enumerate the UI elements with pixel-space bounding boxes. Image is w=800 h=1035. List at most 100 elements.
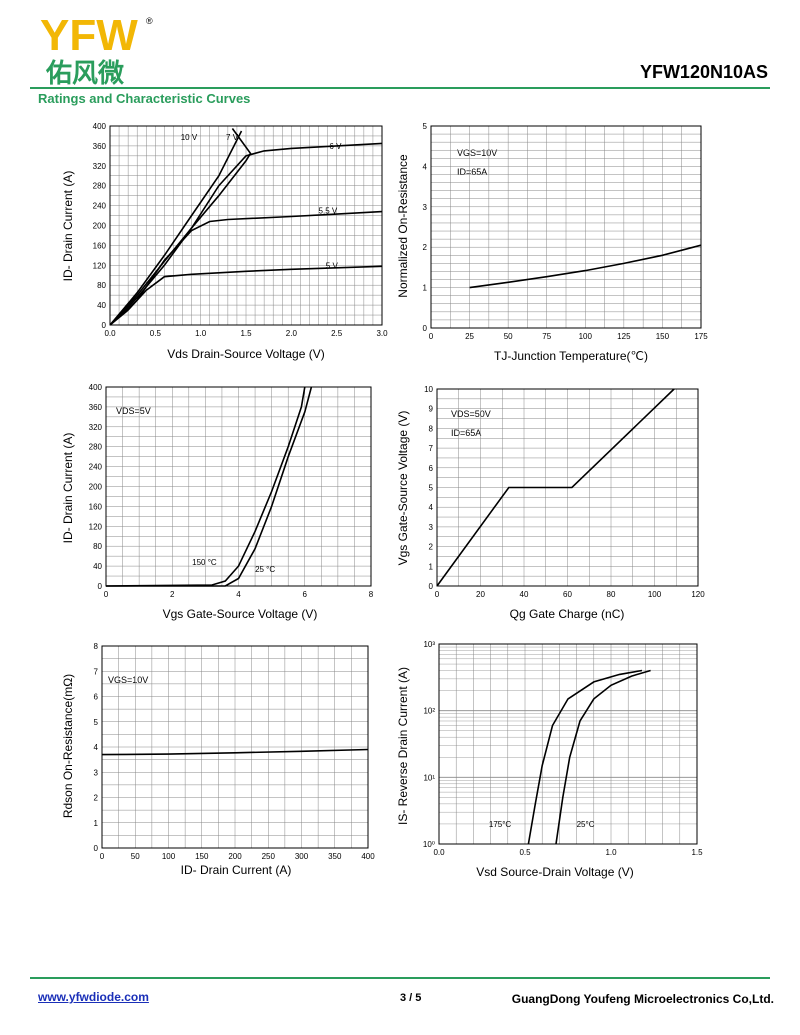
y-tick-label: 280 (93, 182, 107, 191)
x-axis-label: ID- Drain Current (A) (181, 863, 292, 877)
x-tick-label: 1.0 (195, 329, 207, 338)
footer-rule (30, 977, 770, 979)
x-tick-label: 200 (228, 852, 242, 861)
x-tick-label: 100 (162, 852, 176, 861)
x-tick-label: 125 (617, 332, 631, 341)
y-tick-label: 1 (423, 284, 428, 293)
y-tick-label: 2 (423, 243, 428, 252)
company-name: GuangDong Youfeng Microelectronics Co,Lt… (511, 992, 774, 1006)
x-tick-label: 3.0 (376, 329, 388, 338)
legend-line-1: VGS=10V (108, 675, 148, 685)
y-axis-label: Normalized On-Resistance (396, 154, 410, 298)
y-tick-label: 240 (93, 202, 107, 211)
series-line (555, 669, 651, 845)
plot-frame (438, 643, 698, 845)
x-tick-label: 60 (563, 590, 572, 599)
x-tick-label: 250 (262, 852, 276, 861)
x-tick-label: 150 (195, 852, 209, 861)
y-tick-label: 9 (429, 405, 434, 414)
legend-line-1: VGS=10V (457, 148, 497, 158)
y-tick-label: 1 (429, 562, 434, 571)
x-tick-label: 2.5 (331, 329, 343, 338)
y-tick-label: 120 (93, 261, 107, 270)
series-label: 25 °C (255, 565, 275, 574)
plot-frame (109, 125, 383, 326)
y-tick-label: 160 (93, 241, 107, 250)
y-tick-label: 6 (429, 464, 434, 473)
y-tick-label: 80 (97, 281, 106, 290)
y-tick-label: 2 (429, 543, 434, 552)
x-axis-label: TJ-Junction Temperature(℃) (494, 349, 648, 363)
series-line (109, 265, 383, 326)
series-label: 25°C (577, 820, 595, 829)
y-tick-label: 0 (423, 324, 428, 333)
series-label: 6 V (329, 142, 342, 151)
series-line (109, 128, 252, 326)
y-tick-label: 4 (423, 162, 428, 171)
x-tick-label: 6 (303, 590, 308, 599)
x-tick-label: 1.5 (691, 848, 703, 857)
x-tick-label: 1.0 (605, 848, 617, 857)
website-link[interactable]: www.yfwdiode.com (38, 990, 149, 1004)
x-tick-label: 300 (295, 852, 309, 861)
x-axis-label: Qg Gate Charge (nC) (510, 607, 625, 621)
x-tick-label: 4 (236, 590, 241, 599)
y-tick-label: 5 (423, 122, 428, 131)
y-tick-label: 0 (98, 582, 103, 591)
y-tick-label: 400 (93, 122, 107, 131)
x-tick-label: 25 (465, 332, 474, 341)
y-tick-label: 10⁰ (423, 840, 435, 849)
x-tick-label: 2.0 (286, 329, 298, 338)
plot-frame (430, 125, 702, 329)
x-tick-label: 100 (648, 590, 662, 599)
x-axis-label: Vds Drain-Source Voltage (V) (167, 347, 324, 361)
x-tick-label: 0.0 (104, 329, 116, 338)
x-tick-label: 8 (369, 590, 374, 599)
x-tick-label: 0 (100, 852, 105, 861)
y-tick-label: 7 (94, 667, 99, 676)
x-tick-label: 150 (656, 332, 670, 341)
y-tick-label: 120 (89, 522, 103, 531)
plot-frame (101, 645, 369, 849)
y-tick-label: 5 (94, 718, 99, 727)
y-tick-label: 8 (429, 424, 434, 433)
y-tick-label: 80 (93, 542, 102, 551)
logo-text: YFW (40, 11, 138, 60)
x-tick-label: 40 (520, 590, 529, 599)
y-tick-label: 0 (94, 844, 99, 853)
series-label: 175°C (489, 820, 512, 829)
x-tick-label: 100 (579, 332, 593, 341)
x-tick-label: 80 (607, 590, 616, 599)
x-tick-label: 0.5 (150, 329, 162, 338)
y-tick-label: 8 (94, 642, 99, 651)
y-tick-label: 160 (89, 502, 103, 511)
y-tick-label: 10 (424, 385, 433, 394)
series-line (109, 130, 243, 326)
legend-line-2: ID=65A (457, 167, 487, 177)
y-axis-label: Rdson On-Resistance(mΩ) (61, 674, 75, 818)
page-number: 3 / 5 (400, 992, 422, 1004)
legend-line-2: ID=65A (451, 428, 481, 438)
registered-mark: ® (146, 16, 153, 26)
y-tick-label: 2 (94, 794, 99, 803)
y-tick-label: 3 (94, 768, 99, 777)
output-characteristics-chart: Vds Drain-Source Voltage (V) ID- Drain C… (61, 122, 388, 361)
series-label: 7 V (226, 133, 239, 142)
part-number: YFW120N10AS (639, 62, 768, 82)
y-tick-label: 10³ (423, 640, 435, 649)
y-tick-label: 4 (429, 503, 434, 512)
y-tick-label: 3 (429, 523, 434, 532)
y-tick-label: 320 (89, 423, 103, 432)
x-tick-label: 350 (328, 852, 342, 861)
y-axis-label: ID- Drain Current (A) (61, 171, 75, 282)
legend-line-1: VDS=50V (451, 409, 491, 419)
y-tick-label: 7 (429, 444, 434, 453)
x-tick-label: 0.5 (519, 848, 531, 857)
y-tick-label: 0 (102, 321, 107, 330)
x-tick-label: 0 (435, 590, 440, 599)
y-tick-label: 360 (93, 142, 107, 151)
y-tick-label: 360 (89, 403, 103, 412)
body-diode-chart: Vsd Source-Drain Voltage (V) IS- Reverse… (396, 640, 703, 879)
y-tick-label: 400 (89, 383, 103, 392)
plot-frame (436, 388, 699, 587)
